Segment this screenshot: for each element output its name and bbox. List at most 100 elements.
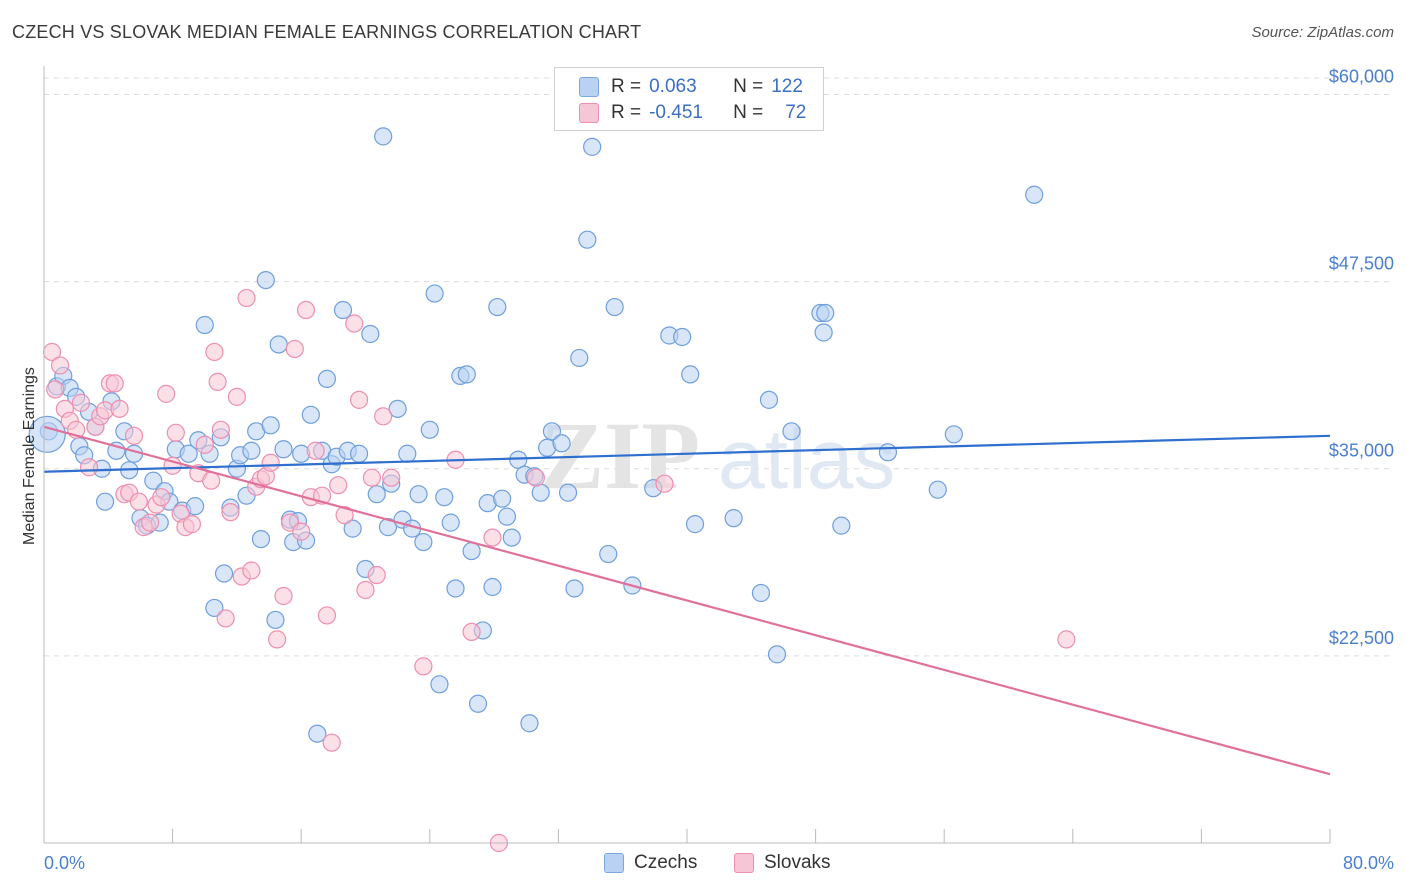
- czech-trend-line: [43, 434, 1331, 473]
- n-label: N =: [733, 76, 764, 97]
- czech-point: [144, 471, 163, 490]
- slovak-points: [42, 288, 1076, 853]
- legend-row-slovaks: R = -0.451 N = 72: [579, 101, 806, 125]
- slovak-legend-label: Slovaks: [764, 852, 831, 873]
- x-tick-label-max: 80.0%: [1343, 853, 1394, 873]
- slovak-point: [227, 387, 246, 406]
- slovak-point: [46, 380, 65, 399]
- r-label: R =: [611, 76, 642, 97]
- slovak-point: [1057, 630, 1076, 649]
- source-credit: Source: ZipAtlas.com: [1251, 24, 1394, 41]
- slovak-point: [345, 314, 364, 333]
- czech-point: [685, 515, 705, 534]
- slovak-legend-swatch: [734, 853, 754, 873]
- czech-point: [814, 323, 833, 342]
- legend-row-czechs: R = 0.063 N = 122: [579, 75, 803, 99]
- slovak-point: [202, 471, 221, 490]
- czech-point: [878, 443, 898, 462]
- n-value: 72: [785, 102, 807, 123]
- slovak-point: [129, 492, 148, 511]
- slovak-point: [335, 506, 354, 525]
- slovak-point: [237, 288, 256, 308]
- r-label: R =: [611, 102, 642, 123]
- czech-point: [333, 300, 353, 320]
- czech-point: [409, 485, 428, 504]
- czech-point: [251, 529, 271, 549]
- czech-point: [95, 492, 115, 511]
- slovak-point: [526, 468, 545, 487]
- czech-point: [361, 324, 380, 344]
- czech-point: [274, 440, 293, 459]
- czech-point: [457, 365, 476, 384]
- czech-legend-label: Czechs: [634, 852, 698, 873]
- x-tick-label-min: 0.0%: [44, 853, 85, 873]
- czech-point: [493, 489, 512, 508]
- czech-point: [782, 422, 801, 441]
- slovak-point: [367, 565, 386, 585]
- czech-point: [414, 532, 433, 552]
- y-tick-label: $22,500: [1329, 628, 1394, 648]
- slovak-point: [110, 399, 129, 418]
- slovak-point: [195, 435, 214, 454]
- czech-point: [832, 516, 851, 535]
- n-value: 122: [771, 76, 803, 97]
- trend-lines: [43, 425, 1331, 776]
- czech-point: [944, 425, 963, 444]
- slovak-point: [285, 339, 304, 359]
- czech-point: [542, 422, 562, 441]
- czech-point: [349, 444, 369, 463]
- slovak-point: [483, 528, 502, 547]
- y-tick-label: $35,000: [1329, 441, 1394, 461]
- slovak-point: [292, 522, 311, 541]
- slovak-point: [157, 384, 176, 403]
- czech-point: [367, 485, 386, 504]
- slovak-point: [166, 423, 185, 442]
- czech-point: [462, 541, 481, 561]
- czech-point: [261, 416, 280, 435]
- y-tick-labels: $22,500 $35,000 $47,500 $60,000: [1329, 66, 1394, 647]
- slovak-point: [349, 390, 369, 409]
- slovak-point: [296, 300, 316, 320]
- slovak-point: [105, 374, 124, 393]
- czech-point: [343, 519, 362, 538]
- czech-point: [256, 270, 275, 290]
- czech-point: [578, 230, 597, 249]
- slovak-trend-line: [43, 425, 1331, 776]
- czech-point: [388, 399, 407, 418]
- czech-point: [565, 579, 584, 598]
- slovak-point: [182, 515, 201, 534]
- czech-point: [195, 315, 214, 335]
- slovak-point: [221, 503, 240, 522]
- czech-point: [558, 483, 578, 502]
- czech-point: [179, 444, 198, 463]
- legend-item-slovaks: Slovaks: [734, 852, 831, 874]
- slovak-point: [71, 393, 91, 412]
- slovak-point: [208, 372, 227, 391]
- czech-point: [205, 598, 224, 618]
- czech-point: [928, 480, 947, 499]
- slovak-point: [124, 426, 144, 445]
- czech-point: [317, 369, 337, 389]
- czech-point: [430, 675, 449, 694]
- czech-point: [441, 513, 460, 532]
- czech-point-large: [28, 415, 66, 453]
- czech-point: [605, 297, 624, 317]
- czech-point: [520, 714, 539, 733]
- r-value: -0.451: [649, 102, 703, 123]
- czech-point: [301, 405, 320, 424]
- czech-point: [767, 645, 787, 664]
- slovak-point: [462, 622, 481, 642]
- czech-point: [673, 327, 692, 347]
- czech-point: [497, 507, 517, 526]
- czech-swatch: [579, 77, 599, 97]
- czech-point: [186, 497, 205, 516]
- czech-point: [266, 610, 285, 630]
- czech-point: [374, 127, 393, 146]
- czech-point: [751, 583, 771, 603]
- czech-point: [488, 297, 507, 317]
- y-axis-label: Median Female Earnings: [21, 367, 38, 545]
- czech-point: [599, 544, 618, 564]
- czech-point: [570, 348, 589, 368]
- czech-point: [816, 303, 835, 323]
- czech-point: [242, 441, 261, 460]
